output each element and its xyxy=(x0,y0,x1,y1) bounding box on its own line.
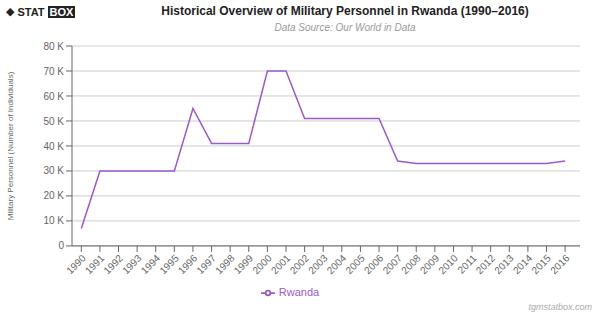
svg-text:80 K: 80 K xyxy=(43,41,64,52)
html-text:◆ STAT BOX: ◆ STAT BOX xyxy=(6,5,74,18)
svg-text:1996: 1996 xyxy=(176,252,200,276)
svg-text:Military Personnel (Number of: Military Personnel (Number of Individual… xyxy=(8,71,15,220)
svg-text:1991: 1991 xyxy=(83,252,107,276)
svg-text:2015: 2015 xyxy=(529,252,553,276)
html-text:Rwanda: Rwanda xyxy=(278,285,320,298)
svg-text:2003: 2003 xyxy=(306,252,330,276)
svg-text:10 K: 10 K xyxy=(43,215,64,226)
svg-text:1998: 1998 xyxy=(213,252,237,276)
svg-text:1993: 1993 xyxy=(120,252,144,276)
svg-text:2010: 2010 xyxy=(436,252,460,276)
svg-text:2014: 2014 xyxy=(511,252,535,276)
svg-text:0: 0 xyxy=(58,240,64,251)
svg-text:70 K: 70 K xyxy=(43,66,64,77)
svg-text:1997: 1997 xyxy=(194,252,218,276)
svg-text:30 K: 30 K xyxy=(43,165,64,176)
svg-text:60 K: 60 K xyxy=(43,91,64,102)
svg-text:2001: 2001 xyxy=(269,252,293,276)
svg-text:2013: 2013 xyxy=(492,252,516,276)
svg-text:1994: 1994 xyxy=(139,252,163,276)
svg-text:50 K: 50 K xyxy=(43,116,64,127)
svg-text:40 K: 40 K xyxy=(43,141,64,152)
html-text:Data Source: Our World in Data: Data Source: Our World in Data xyxy=(274,22,416,33)
html-text:tgmstatbox.com: tgmstatbox.com xyxy=(528,302,592,312)
svg-text:1999: 1999 xyxy=(232,252,256,276)
svg-text:1990: 1990 xyxy=(64,252,88,276)
svg-text:2000: 2000 xyxy=(250,252,274,276)
svg-text:2007: 2007 xyxy=(381,252,405,276)
html-text:Historical Overview of Militar: Historical Overview of Military Personne… xyxy=(161,4,529,18)
svg-text:2004: 2004 xyxy=(325,252,349,276)
svg-text:2005: 2005 xyxy=(343,252,367,276)
svg-text:20 K: 20 K xyxy=(43,190,64,201)
svg-text:2009: 2009 xyxy=(418,252,442,276)
svg-text:2012: 2012 xyxy=(474,252,498,276)
svg-text:2006: 2006 xyxy=(362,252,386,276)
svg-text:2002: 2002 xyxy=(288,252,312,276)
svg-text:1995: 1995 xyxy=(157,252,181,276)
svg-text:1992: 1992 xyxy=(101,252,125,276)
svg-text:2011: 2011 xyxy=(456,252,479,275)
svg-text:2016: 2016 xyxy=(548,252,572,276)
svg-text:2008: 2008 xyxy=(399,252,423,276)
